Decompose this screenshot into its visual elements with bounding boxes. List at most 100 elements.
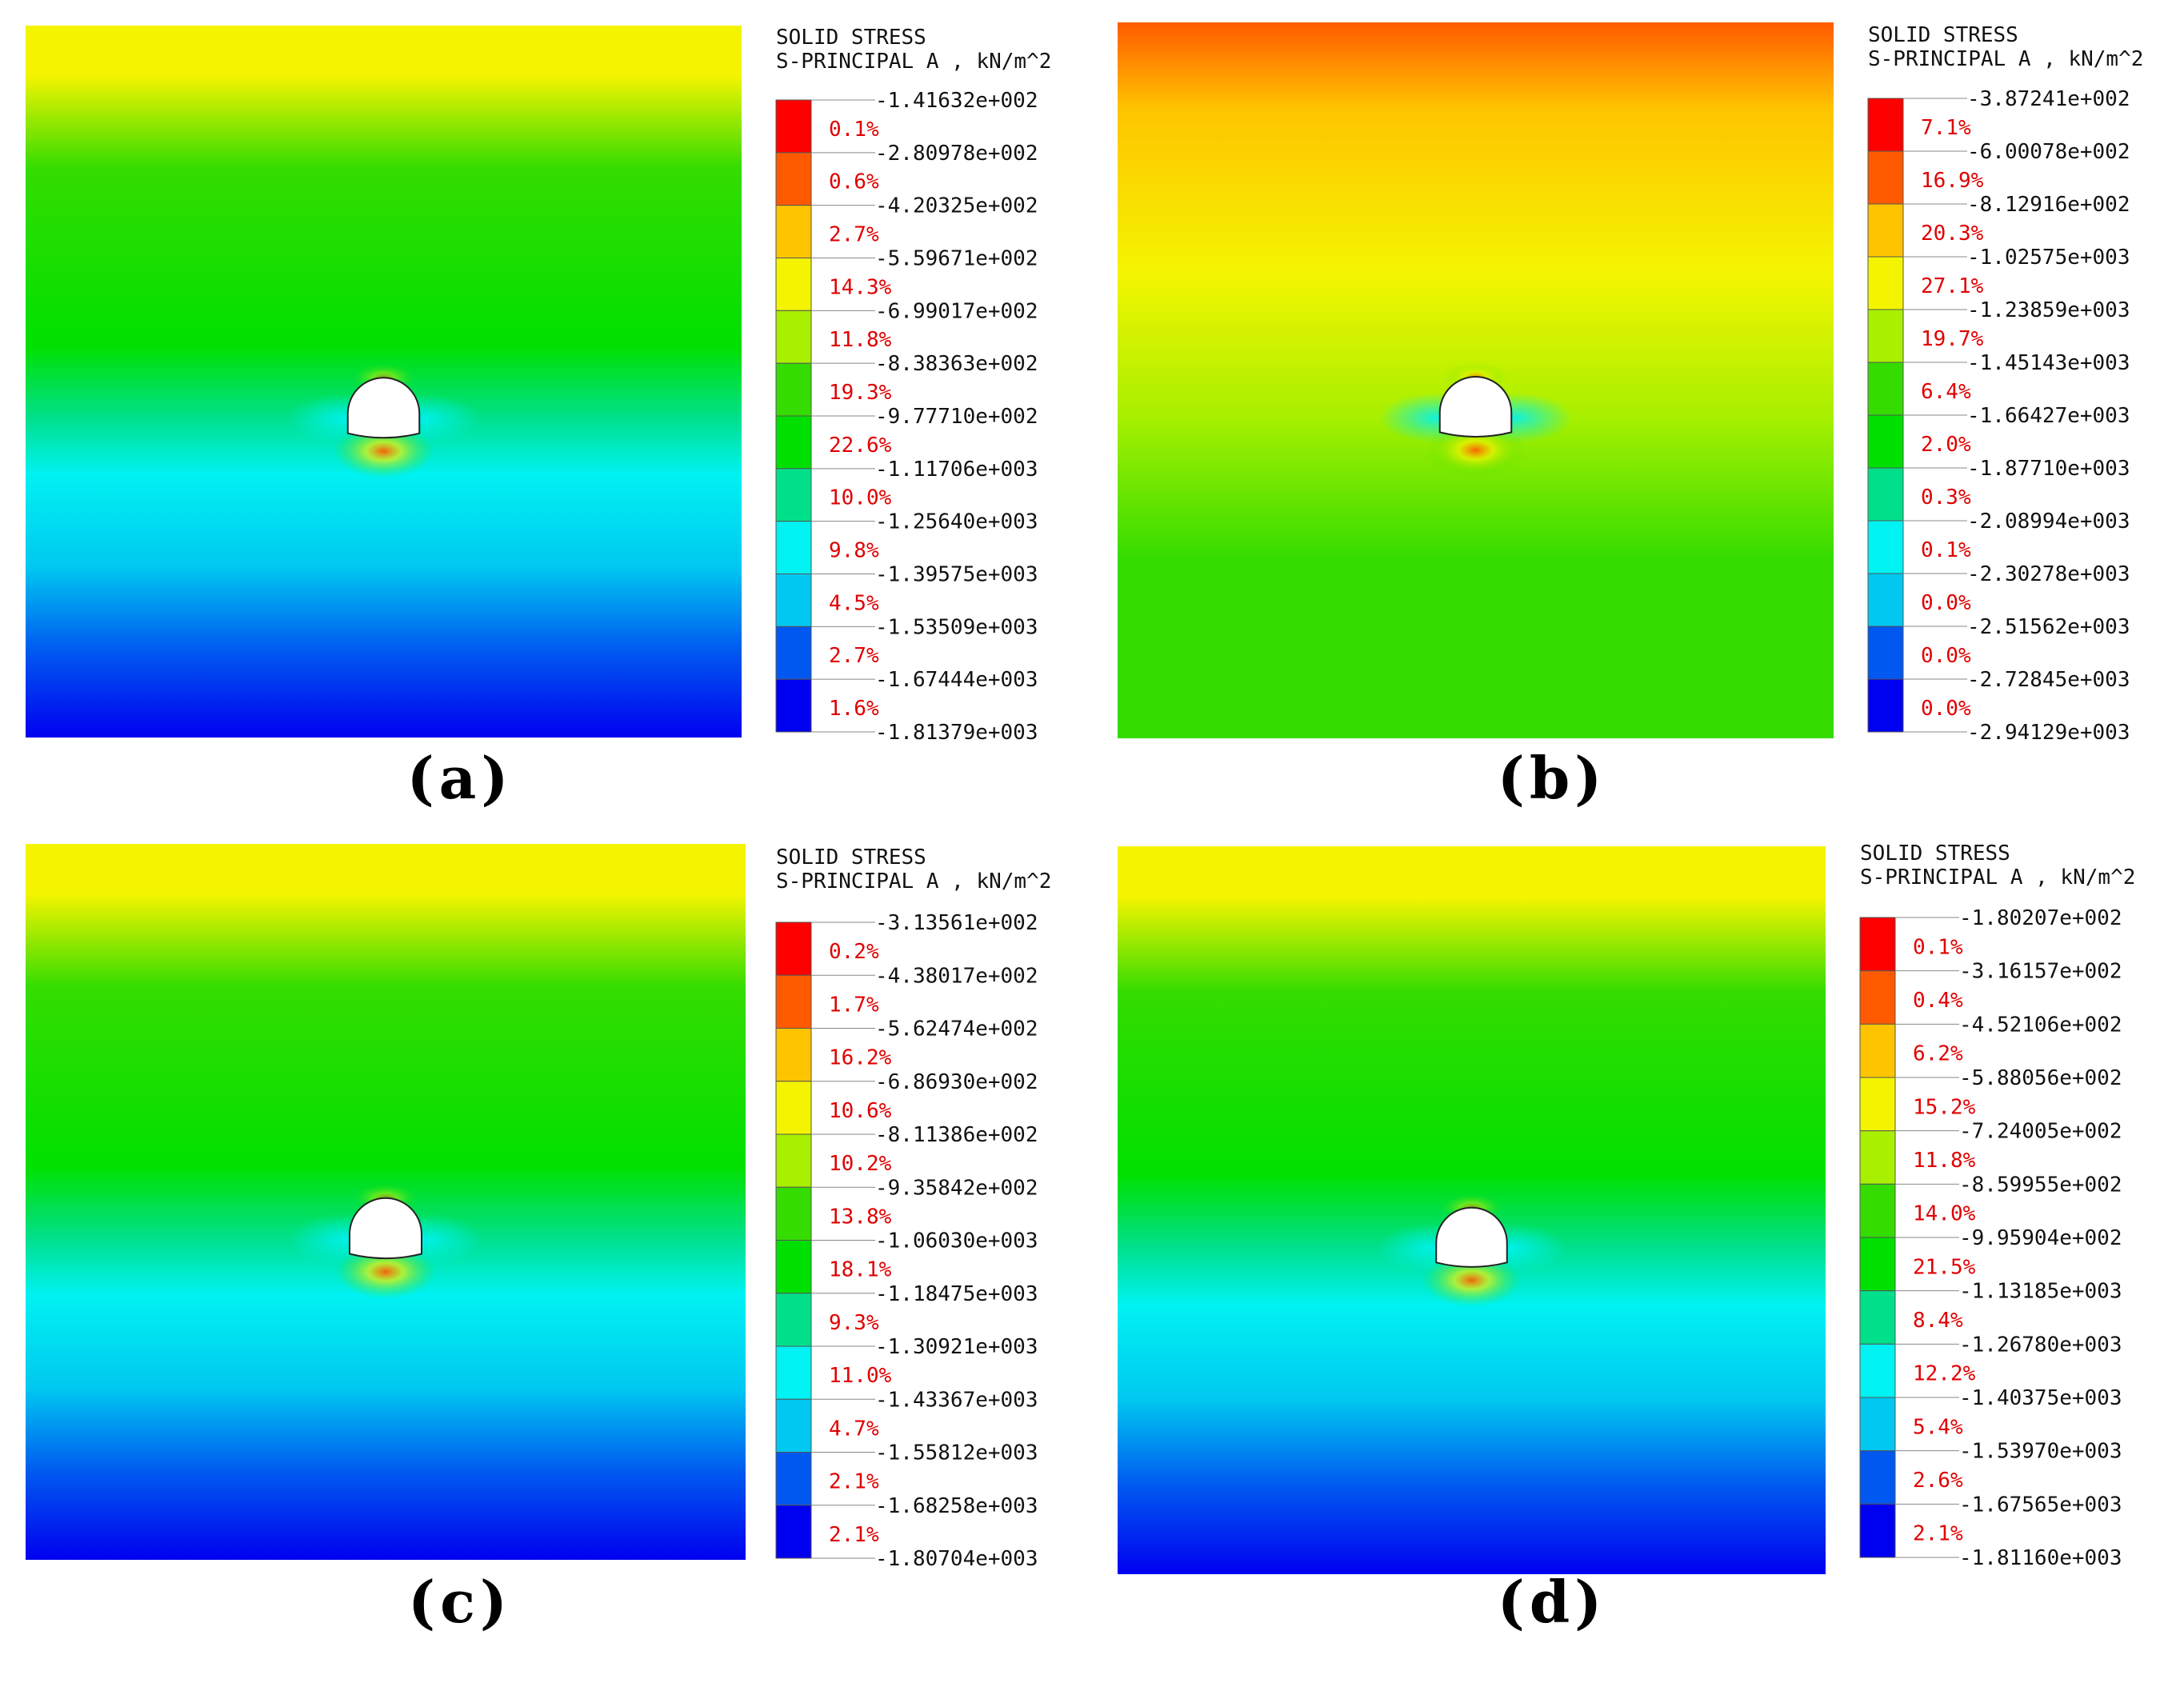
panel-d-legend-level-4: -5.88056e+002 bbox=[1959, 1066, 2122, 1090]
panel-b-legend-band-7 bbox=[1867, 414, 1904, 469]
panel-c-legend-percent-5: 10.2% bbox=[829, 1152, 892, 1176]
panel-c-legend-band-3 bbox=[775, 1028, 812, 1082]
panel-b-contour-field bbox=[1118, 22, 1834, 738]
panel-a-legend-percent-7: 22.6% bbox=[829, 434, 892, 458]
panel-b-legend-band-6 bbox=[1867, 362, 1904, 416]
panel-b-tunnel-opening bbox=[1438, 376, 1513, 438]
panel-a-legend-percent-4: 14.3% bbox=[829, 275, 892, 299]
panel-d-legend-title-line1: SOLID STRESS bbox=[1860, 842, 2010, 865]
panel-d-legend-level-9: -1.26780e+003 bbox=[1959, 1333, 2122, 1357]
panel-d-legend-band-2 bbox=[1859, 970, 1896, 1025]
panel-c-legend-percent-7: 18.1% bbox=[829, 1258, 892, 1282]
panel-c-legend-level-6: -9.35842e+002 bbox=[875, 1176, 1038, 1200]
panel-a-contour-field bbox=[26, 26, 742, 738]
panel-c-legend-band-6 bbox=[775, 1186, 812, 1241]
panel-d-legend-percent-12: 2.1% bbox=[1913, 1522, 1963, 1546]
panel-c-legend-level-10: -1.43367e+003 bbox=[875, 1388, 1038, 1412]
panel-d-legend-percent-2: 0.4% bbox=[1913, 989, 1963, 1013]
panel-c-legend-band-5 bbox=[775, 1133, 812, 1188]
panel-c-legend-band-9 bbox=[775, 1345, 812, 1400]
panel-b-legend-band-11 bbox=[1867, 626, 1904, 680]
panel-d: SOLID STRESS S-PRINCIPAL A , kN/m^2 0.1% 0.… bbox=[1092, 824, 2184, 1648]
panel-a-legend-title-line2: S-PRINCIPAL A , kN/m^2 bbox=[776, 50, 1051, 74]
panel-b-legend-level-6: -1.45143e+003 bbox=[1967, 351, 2130, 375]
panel-c-legend-band-12 bbox=[775, 1505, 812, 1559]
panel-c-legend-title-line1: SOLID STRESS bbox=[776, 845, 926, 869]
panel-b-legend-percent-5: 19.7% bbox=[1921, 327, 1984, 351]
panel-d-legend-level-8: -1.13185e+003 bbox=[1959, 1280, 2122, 1304]
panel-a-legend-level-13: -1.81379e+003 bbox=[875, 721, 1038, 745]
panel-c-legend-band-4 bbox=[775, 1081, 812, 1135]
panel-d-legend-percent-6: 14.0% bbox=[1913, 1202, 1976, 1226]
panel-d-legend-band-1 bbox=[1859, 917, 1896, 972]
panel-c-legend-band-7 bbox=[775, 1240, 812, 1294]
panel-c-tunnel-opening bbox=[349, 1197, 422, 1260]
panel-d-legend-percent-10: 5.4% bbox=[1913, 1415, 1963, 1439]
panel-a-label: (a) bbox=[406, 744, 514, 812]
panel-b-legend-band-8 bbox=[1867, 467, 1904, 522]
panel-b-legend-level-5: -1.23859e+003 bbox=[1967, 298, 2130, 322]
panel-a-legend-level-3: -4.20325e+002 bbox=[875, 194, 1038, 218]
panel-a-legend-band-1 bbox=[775, 99, 812, 154]
panel-a-legend-level-10: -1.39575e+003 bbox=[875, 563, 1038, 587]
panel-d-legend-percent-4: 15.2% bbox=[1913, 1095, 1976, 1119]
panel-a-legend-band-3 bbox=[775, 205, 812, 258]
panel-b-legend-percent-2: 16.9% bbox=[1921, 169, 1984, 193]
panel-c-legend-level-1: -3.13561e+002 bbox=[875, 911, 1038, 935]
panel-a-legend-percent-11: 2.7% bbox=[829, 644, 879, 668]
panel-a-legend-band-10 bbox=[775, 574, 812, 627]
panel-a-floor-concentration bbox=[333, 424, 434, 478]
panel-b-legend-percent-10: 0.0% bbox=[1921, 591, 1971, 615]
panel-c-legend-percent-4: 10.6% bbox=[829, 1099, 892, 1123]
panel-b-legend-level-8: -1.87710e+003 bbox=[1967, 457, 2130, 481]
panel-c-legend-band-10 bbox=[775, 1398, 812, 1453]
panel-c-legend-band-2 bbox=[775, 974, 812, 1029]
panel-d-legend-percent-8: 8.4% bbox=[1913, 1309, 1963, 1333]
panel-c: SOLID STRESS S-PRINCIPAL A , kN/m^2 0.2% 1.… bbox=[0, 824, 1092, 1648]
panel-b-legend-band-4 bbox=[1867, 256, 1904, 310]
panel-a-tunnel-opening bbox=[346, 377, 421, 439]
panel-d-legend-band-5 bbox=[1859, 1130, 1896, 1185]
panel-a-legend-percent-5: 11.8% bbox=[829, 328, 892, 352]
panel-c-legend-level-4: -6.86930e+002 bbox=[875, 1070, 1038, 1094]
panel-c-legend-percent-3: 16.2% bbox=[829, 1046, 892, 1070]
panel-a-legend-band-5 bbox=[775, 310, 812, 364]
panel-b-legend-band-3 bbox=[1867, 203, 1904, 258]
panel-c-legend-percent-10: 4.7% bbox=[829, 1417, 879, 1441]
panel-d-legend-band-9 bbox=[1859, 1343, 1896, 1398]
panel-d-legend-title-line2: S-PRINCIPAL A , kN/m^2 bbox=[1860, 865, 2135, 889]
panel-b-legend-level-11: -2.51562e+003 bbox=[1967, 615, 2130, 639]
panel-a-legend-percent-6: 19.3% bbox=[829, 381, 892, 405]
panel-c-legend-percent-9: 11.0% bbox=[829, 1364, 892, 1388]
panel-d-legend-level-13: -1.81160e+003 bbox=[1959, 1546, 2122, 1570]
panel-b-legend-band-5 bbox=[1867, 309, 1904, 363]
panel-b-legend-band-10 bbox=[1867, 573, 1904, 627]
panel-d-legend-band-7 bbox=[1859, 1237, 1896, 1292]
panel-d-legend-level-2: -3.16157e+002 bbox=[1959, 960, 2122, 984]
panel-a-legend-band-7 bbox=[775, 415, 812, 470]
panel-c-legend-percent-8: 9.3% bbox=[829, 1311, 879, 1335]
panel-c-legend-level-8: -1.18475e+003 bbox=[875, 1282, 1038, 1306]
panel-b-legend-percent-3: 20.3% bbox=[1921, 222, 1984, 246]
panel-d-legend-band-10 bbox=[1859, 1397, 1896, 1452]
panel-d-legend-band-3 bbox=[1859, 1023, 1896, 1078]
panel-d-legend-percent-9: 12.2% bbox=[1913, 1362, 1976, 1386]
panel-b-legend-level-9: -2.08994e+003 bbox=[1967, 510, 2130, 534]
panel-a-legend-level-11: -1.53509e+003 bbox=[875, 615, 1038, 639]
panel-c-legend-level-7: -1.06030e+003 bbox=[875, 1229, 1038, 1253]
panel-b-legend-title-line1: SOLID STRESS bbox=[1868, 23, 2018, 47]
panel-b-legend-level-10: -2.30278e+003 bbox=[1967, 562, 2130, 586]
panel-b-legend-percent-4: 27.1% bbox=[1921, 274, 1984, 298]
panel-a-legend-band-6 bbox=[775, 362, 812, 417]
panel-c-legend-band-8 bbox=[775, 1293, 812, 1347]
panel-c-legend-level-3: -5.62474e+002 bbox=[875, 1017, 1038, 1041]
panel-c-legend-percent-11: 2.1% bbox=[829, 1470, 879, 1494]
panel-b-legend-level-1: -3.87241e+002 bbox=[1967, 87, 2130, 111]
